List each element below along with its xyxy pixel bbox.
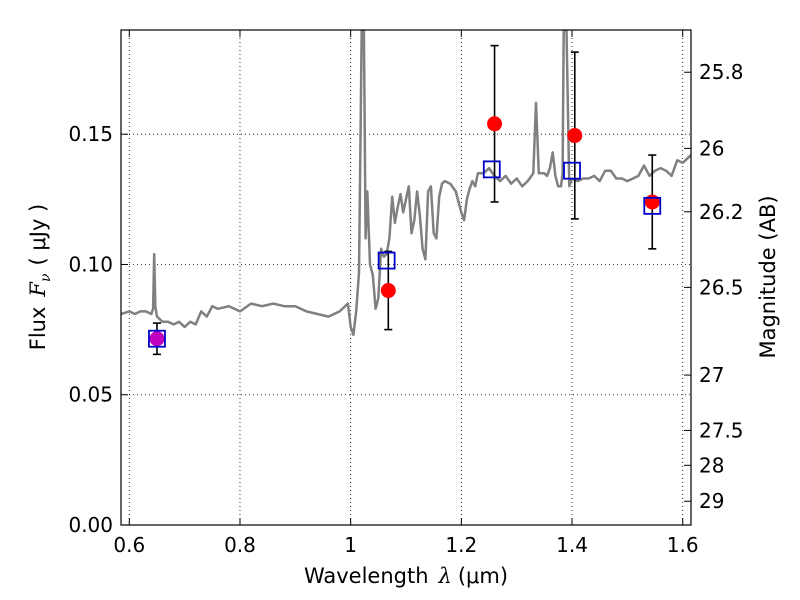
y-tick-label: 0.15: [68, 122, 113, 146]
axis-ticks: 0.6 0.8 1 1.2 1.4 1.6 0.00 0.05 0.10 0.15 25.8 26 26…: [68, 30, 744, 557]
y-tick-label: 0.10: [68, 252, 113, 276]
observed-points-layer: [149, 116, 660, 347]
mag-tick-label: 27.5: [699, 418, 744, 442]
x-axis-label-unit: (μm): [458, 564, 508, 588]
observed-point: [567, 128, 583, 144]
x-tick-label: 0.8: [224, 533, 256, 557]
x-axis-label-symbol: λ: [438, 564, 452, 588]
y2-axis-label: Magnitude (AB): [756, 195, 780, 358]
model-point: [482, 160, 501, 179]
plot-frame: [120, 29, 692, 526]
x-tick-label: 1.6: [667, 533, 699, 557]
observed-point: [380, 283, 396, 299]
mag-tick-label: 25.8: [699, 60, 744, 84]
model-point: [643, 196, 662, 215]
y-tick-label: 0.05: [68, 383, 113, 407]
y-axis-label-prefix: Flux: [26, 307, 50, 351]
observed-point: [644, 194, 660, 210]
model-point: [377, 251, 396, 270]
mag-tick-label: 29: [699, 489, 724, 513]
mag-tick-label: 26.2: [699, 200, 744, 224]
y-tick-label: 0.00: [68, 513, 113, 537]
x-tick-label: 1.2: [445, 533, 477, 557]
observed-point: [149, 331, 165, 347]
x-axis-label-prefix: Wavelength: [304, 564, 429, 588]
observed-point: [487, 116, 503, 132]
x-tick-label: 1: [344, 533, 357, 557]
y-axis-label-symbol: F: [26, 281, 50, 298]
mag-tick-label: 28: [699, 453, 724, 477]
mag-tick-label: 26: [699, 136, 724, 160]
y-axis-label: Flux Fν ( μJy ): [26, 204, 54, 350]
y-axis-label-subscript: ν: [38, 273, 54, 282]
model-point: [563, 161, 581, 180]
model-point: [148, 329, 166, 348]
x-tick-label: 1.4: [556, 533, 588, 557]
grid: [121, 30, 691, 526]
x-tick-label: 0.6: [113, 533, 145, 557]
y-axis-label-unit: ( μJy ): [26, 204, 50, 266]
spectrum-line: [121, 30, 691, 337]
mag-tick-label: 27: [699, 363, 724, 387]
mag-tick-label: 26.5: [699, 275, 744, 299]
x-axis-label: Wavelength λ (μm): [304, 564, 508, 588]
spectrum-layer: [121, 30, 691, 337]
model-points-layer: [148, 160, 662, 348]
